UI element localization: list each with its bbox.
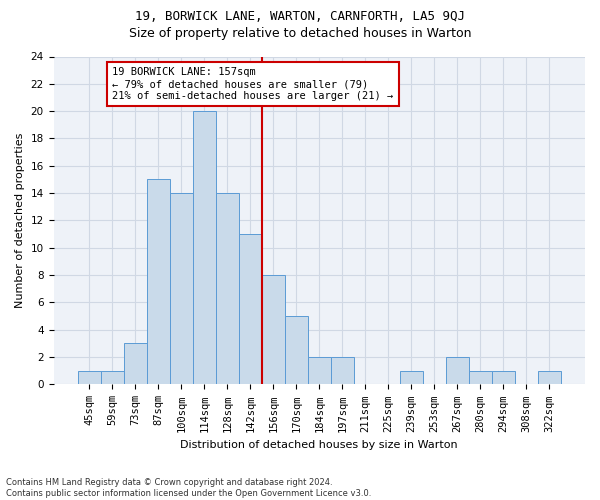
Text: Size of property relative to detached houses in Warton: Size of property relative to detached ho…	[129, 28, 471, 40]
Bar	[193, 111, 216, 384]
Bar	[492, 371, 515, 384]
Text: 19 BORWICK LANE: 157sqm
← 79% of detached houses are smaller (79)
21% of semi-de: 19 BORWICK LANE: 157sqm ← 79% of detache…	[112, 68, 394, 100]
X-axis label: Distribution of detached houses by size in Warton: Distribution of detached houses by size …	[181, 440, 458, 450]
Text: 19, BORWICK LANE, WARTON, CARNFORTH, LA5 9QJ: 19, BORWICK LANE, WARTON, CARNFORTH, LA5…	[135, 10, 465, 23]
Bar	[239, 234, 262, 384]
Bar	[469, 371, 492, 384]
Bar	[446, 357, 469, 384]
Bar	[538, 371, 561, 384]
Bar	[101, 371, 124, 384]
Bar	[147, 180, 170, 384]
Y-axis label: Number of detached properties: Number of detached properties	[15, 133, 25, 308]
Bar	[216, 193, 239, 384]
Bar	[262, 275, 285, 384]
Bar	[400, 371, 423, 384]
Bar	[331, 357, 354, 384]
Bar	[170, 193, 193, 384]
Bar	[77, 371, 101, 384]
Text: Contains HM Land Registry data © Crown copyright and database right 2024.
Contai: Contains HM Land Registry data © Crown c…	[6, 478, 371, 498]
Bar	[124, 344, 147, 384]
Bar	[285, 316, 308, 384]
Bar	[308, 357, 331, 384]
